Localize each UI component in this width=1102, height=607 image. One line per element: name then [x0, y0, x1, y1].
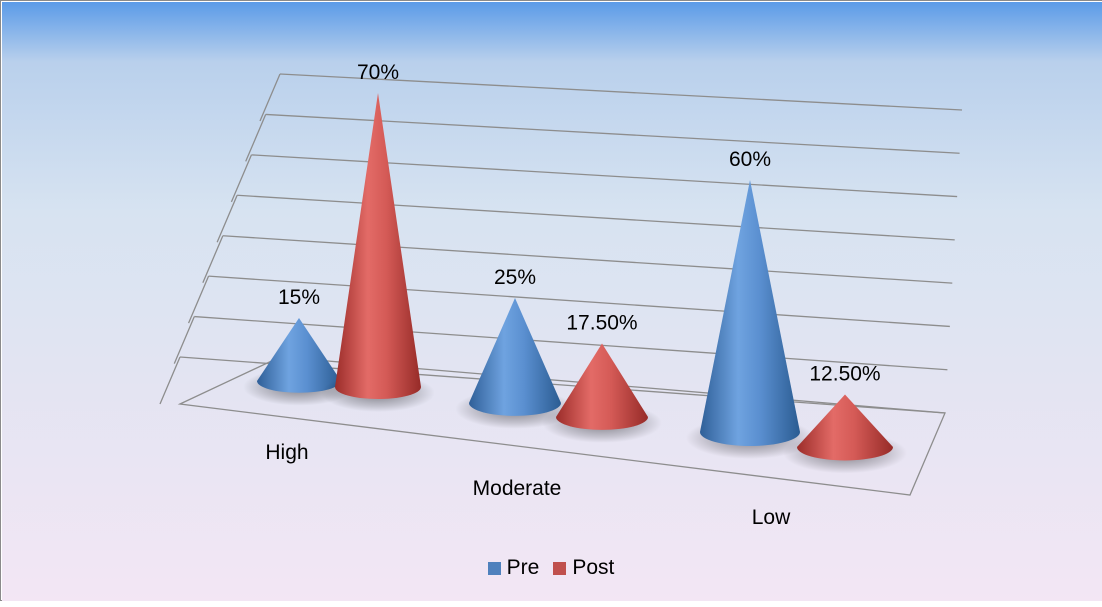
cone-body [797, 394, 893, 461]
legend-swatch-pre [487, 561, 501, 575]
cone-post-low: 12.50% [783, 363, 907, 474]
gridline-side [173, 316, 195, 364]
gridline-side [202, 235, 224, 283]
cone-body [257, 318, 341, 393]
data-label-pre-low: 60% [729, 148, 771, 171]
legend-label-post: Post [572, 556, 615, 579]
cone-body [700, 180, 800, 446]
cone-pre-low: 60% [686, 148, 814, 459]
data-label-post-high: 70% [357, 61, 399, 84]
gridline-side [159, 356, 181, 405]
gridline-side [245, 114, 267, 162]
cone-body [335, 93, 421, 400]
cone-body [556, 343, 648, 430]
gridline [194, 315, 948, 371]
cone-body [469, 298, 561, 416]
gridline [237, 194, 955, 241]
data-label-post-moderate: 17.50% [566, 312, 637, 335]
data-label-pre-moderate: 25% [494, 266, 536, 289]
plot-area: 15% 70% 25% 17.50% 60% 12.50% High Moderate Low [243, 61, 907, 529]
cone-post-high: 70% [321, 61, 435, 413]
gridline-side [216, 195, 238, 243]
gridline-side [259, 73, 281, 122]
category-label-high: High [265, 441, 308, 464]
cone-post-moderate: 17.50% [542, 312, 662, 443]
chart-floor [177, 356, 946, 496]
data-label-post-low: 12.50% [809, 363, 880, 386]
gridline-side [230, 154, 253, 203]
legend-label-pre: Pre [506, 556, 540, 579]
gridline [208, 275, 950, 328]
gridline [222, 235, 953, 284]
category-label-low: Low [752, 506, 791, 529]
legend-item-post: Post [553, 556, 614, 580]
data-label-pre-high: 15% [278, 286, 320, 309]
category-label-moderate: Moderate [473, 477, 562, 500]
legend-swatch-post [553, 561, 567, 575]
gridline [279, 73, 963, 111]
gridline-side [187, 275, 210, 324]
legend-item-pre: Pre [487, 556, 540, 580]
legend: Pre Post [0, 556, 1102, 580]
